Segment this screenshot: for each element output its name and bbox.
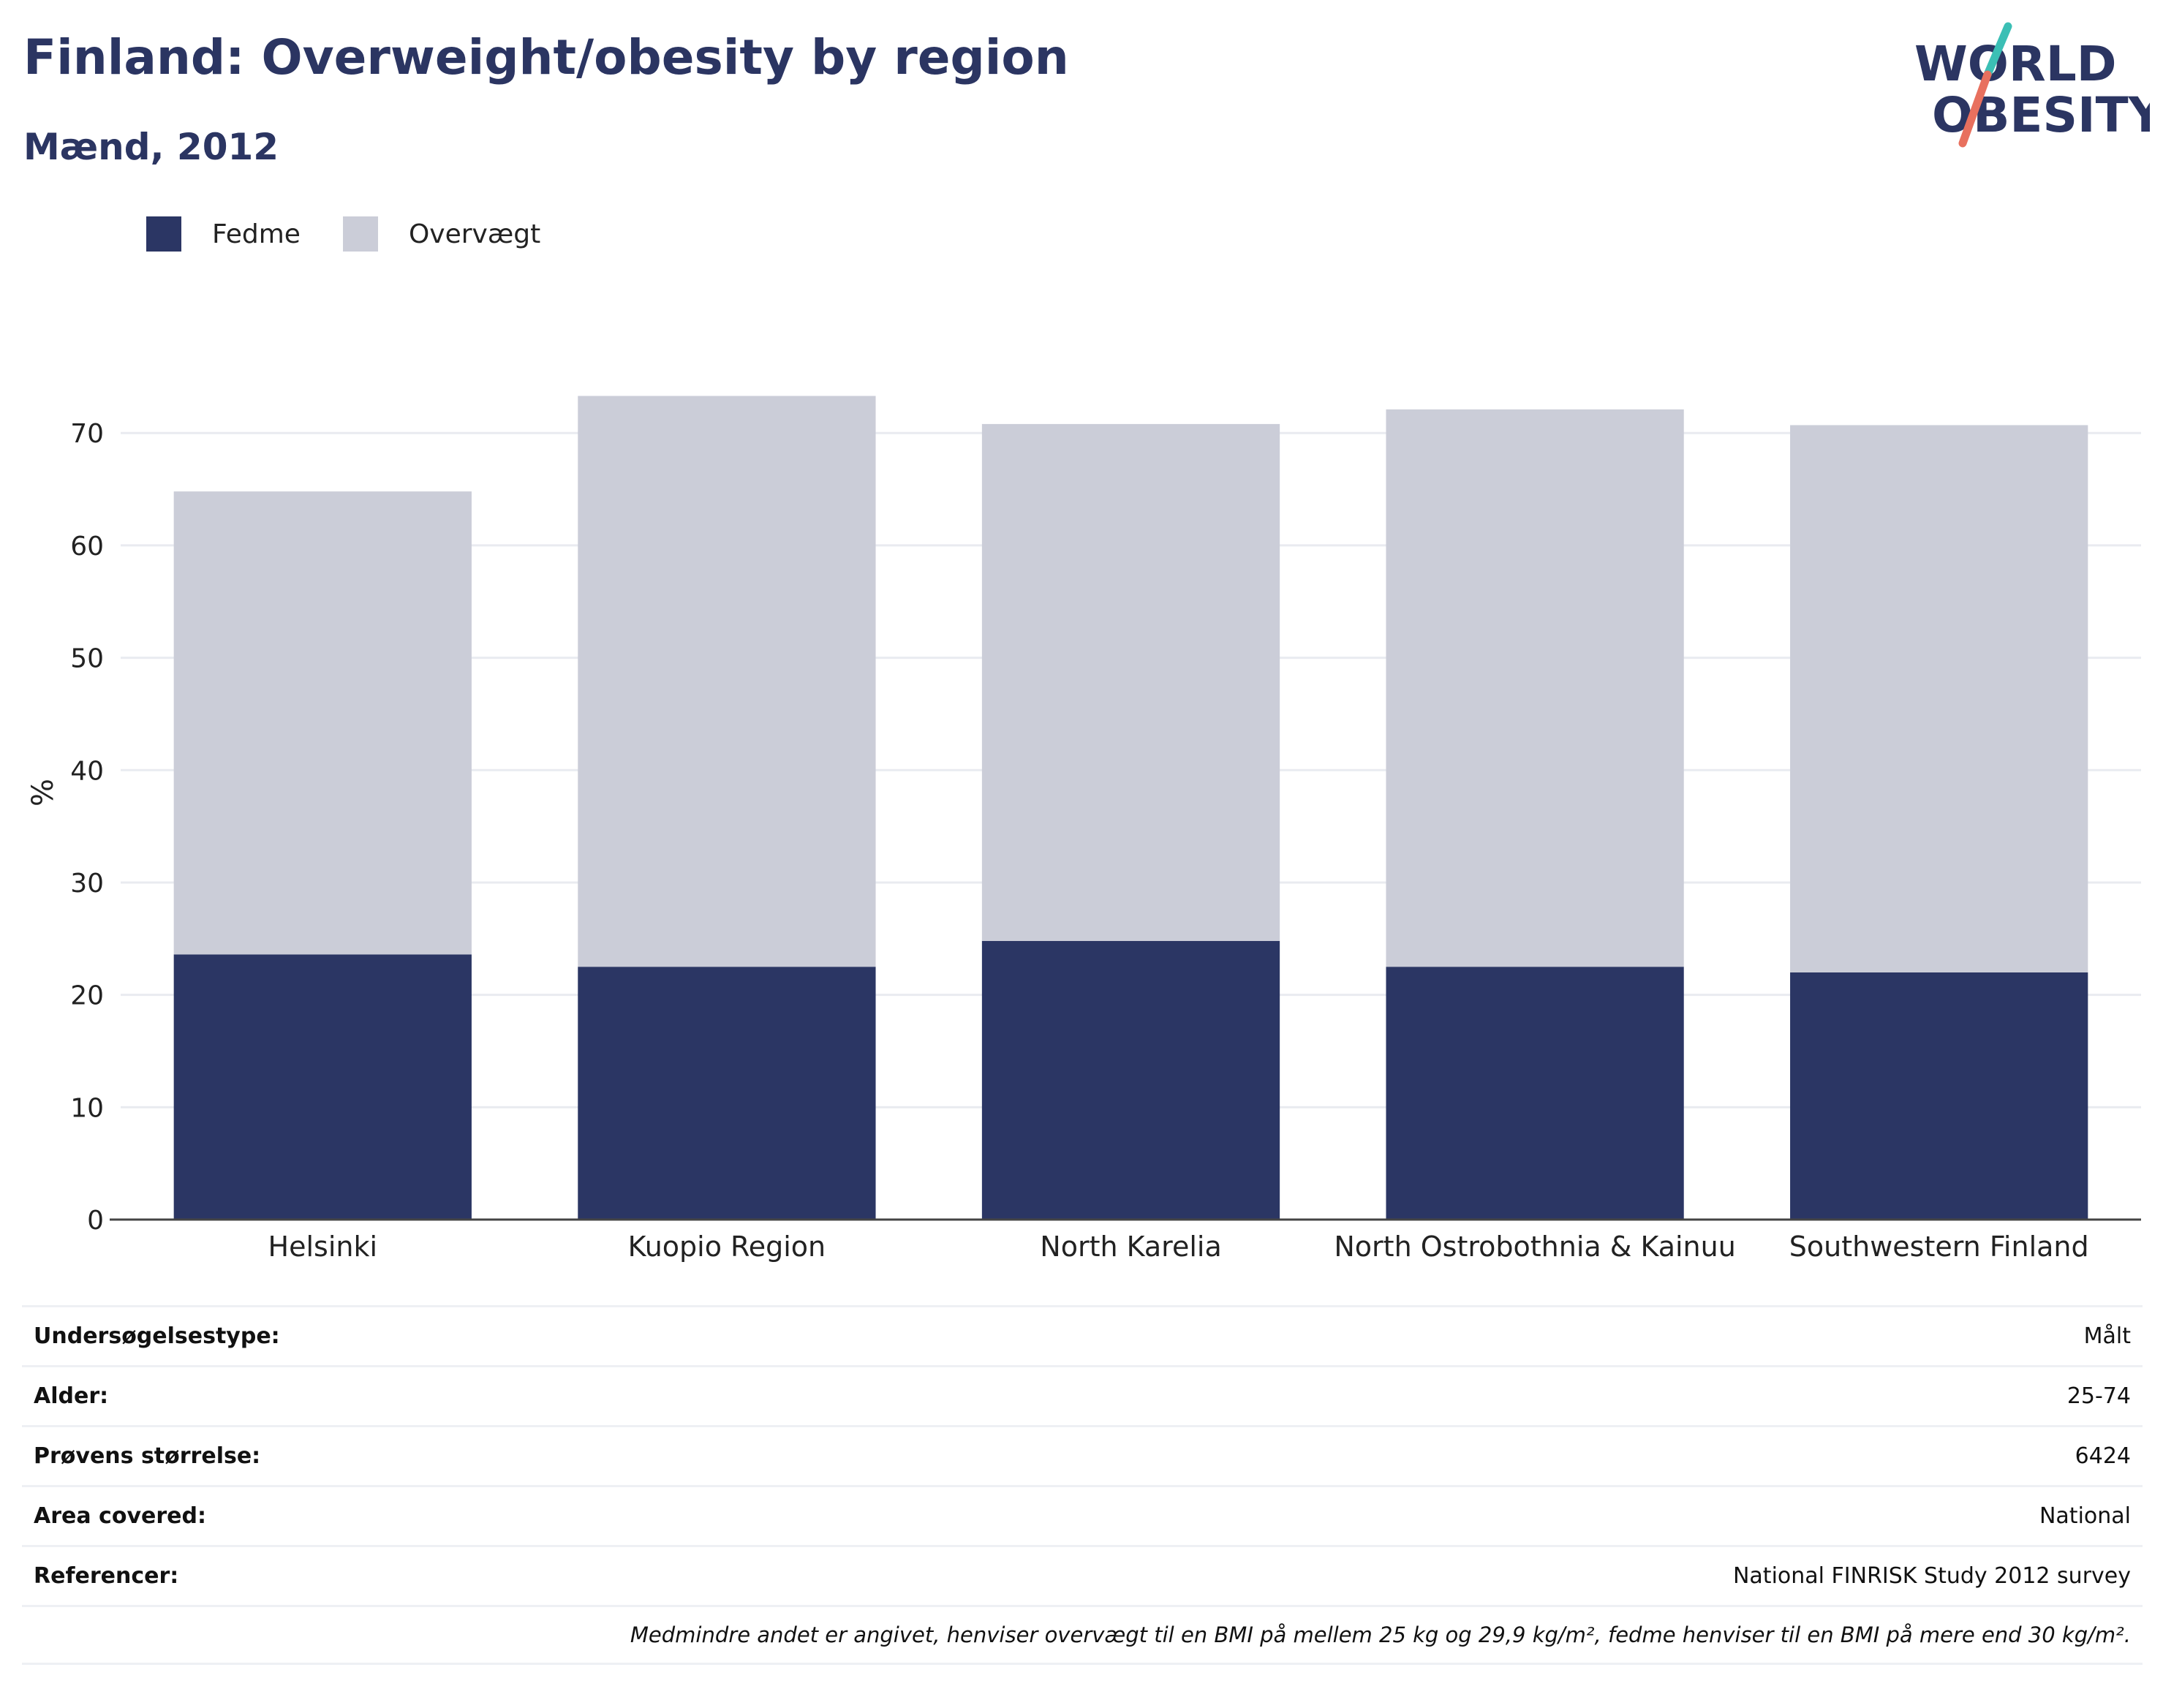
bar-overv-gt xyxy=(1790,425,2088,972)
meta-key: Area covered: xyxy=(34,1503,206,1529)
metadata-table: Undersøgelsestype: Målt Alder: 25-74 Prø… xyxy=(22,1305,2143,1665)
y-tick-label: 70 xyxy=(70,419,104,449)
x-category-label: North Karelia xyxy=(1040,1231,1221,1263)
meta-value: 6424 xyxy=(2075,1443,2131,1469)
x-category-label: North Ostrobothnia & Kainuu xyxy=(1334,1231,1735,1263)
bar-fedme xyxy=(1386,967,1684,1220)
meta-row: Alder: 25-74 xyxy=(22,1365,2143,1425)
x-category-label: Kuopio Region xyxy=(628,1231,826,1263)
meta-key: Referencer: xyxy=(34,1563,179,1589)
bar-fedme xyxy=(981,940,1280,1220)
meta-row: Referencer: National FINRISK Study 2012 … xyxy=(22,1545,2143,1605)
y-tick-label: 60 xyxy=(70,532,104,562)
x-category-label: Southwestern Finland xyxy=(1789,1231,2089,1263)
meta-row: Prøvens størrelse: 6424 xyxy=(22,1425,2143,1485)
logo-line1: WORLD xyxy=(1914,36,2117,92)
legend-swatch-overvaegt xyxy=(342,216,378,252)
y-tick-label: 20 xyxy=(70,981,104,1011)
legend-swatch-fedme xyxy=(146,216,181,252)
y-tick-label: 30 xyxy=(70,869,104,899)
y-axis-title: % xyxy=(26,779,60,806)
bar-overv-gt xyxy=(1386,409,1684,967)
bar-fedme xyxy=(578,967,876,1220)
legend-item-overvaegt[interactable]: Overvægt xyxy=(342,216,541,252)
logo-slash-top xyxy=(1983,22,2012,79)
meta-value: National xyxy=(2039,1503,2131,1529)
meta-key: Undersøgelsestype: xyxy=(34,1323,280,1349)
bar-fedme xyxy=(1790,972,2088,1220)
meta-row: Undersøgelsestype: Målt xyxy=(22,1305,2143,1365)
stacked-bar-chart: 0 10 20 30 40 50 60 70% Helsinki Kuopio Region Nor… xyxy=(26,396,2141,1263)
meta-value: National FINRISK Study 2012 survey xyxy=(1732,1563,2131,1589)
meta-value: Målt xyxy=(2083,1323,2131,1349)
bar-overv-gt xyxy=(173,491,472,955)
meta-key: Prøvens størrelse: xyxy=(34,1443,261,1469)
footnote: Medmindre andet er angivet, henviser ove… xyxy=(630,1622,2131,1647)
chart-subtitle: Mænd, 2012 xyxy=(23,126,279,168)
bar-overv-gt xyxy=(578,396,876,967)
y-tick-label: 0 xyxy=(87,1206,104,1236)
bar-overv-gt xyxy=(981,423,1280,941)
y-tick-label: 40 xyxy=(70,756,104,786)
meta-row: Area covered: National xyxy=(22,1485,2143,1545)
world-obesity-logo: WORLD OBESITY xyxy=(1914,22,2150,148)
x-category-label: Helsinki xyxy=(268,1231,378,1263)
logo-slash-bottom xyxy=(1958,70,1992,148)
footnote-row: Medmindre andet er angivet, henviser ove… xyxy=(22,1605,2143,1665)
legend-item-fedme[interactable]: Fedme xyxy=(146,216,301,252)
legend-label-fedme: Fedme xyxy=(212,219,301,249)
y-tick-label: 50 xyxy=(70,644,104,674)
y-tick-label: 10 xyxy=(70,1093,104,1123)
legend-label-overvaegt: Overvægt xyxy=(408,219,541,249)
meta-key: Alder: xyxy=(34,1383,109,1409)
meta-value: 25-74 xyxy=(2066,1383,2131,1409)
bar-fedme xyxy=(173,954,472,1220)
chart-legend: Fedme Overvægt xyxy=(146,216,583,252)
chart-title: Finland: Overweight/obesity by region xyxy=(23,29,1069,86)
